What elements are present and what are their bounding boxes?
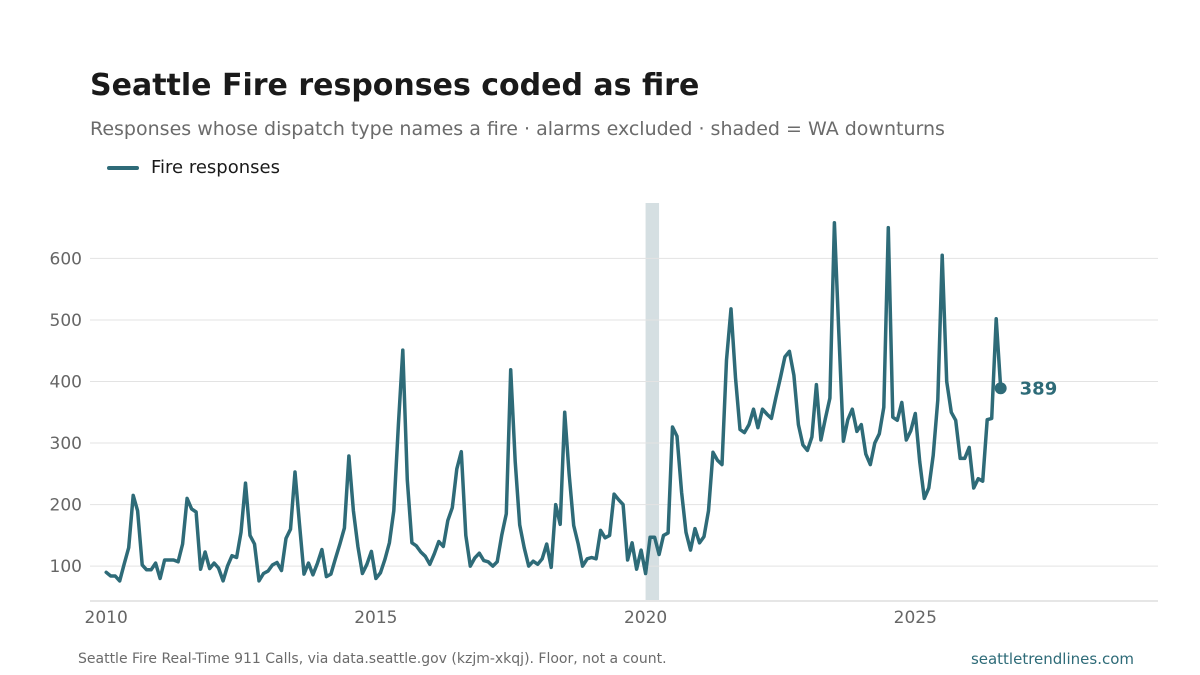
chart-title: Seattle Fire responses coded as fire: [90, 68, 700, 103]
axes: 100 200 300 400 500 600 2010 2015 2020 2025: [50, 249, 1158, 628]
downturn-shade-0: [645, 203, 660, 600]
x-tick-label: 2010: [85, 608, 128, 628]
x-tick-label: 2020: [624, 608, 667, 628]
shaded-regions: [645, 203, 660, 600]
y-tick-label: 200: [50, 496, 82, 516]
chart-subtitle: Responses whose dispatch type names a fi…: [90, 118, 945, 140]
series-layer: 389: [104, 220, 1058, 583]
brand-link[interactable]: seattletrendlines.com: [970, 650, 1134, 668]
y-tick-label: 600: [50, 249, 82, 269]
y-tick-label: 400: [50, 372, 82, 392]
y-tick-label: 500: [50, 311, 82, 331]
legend-swatch: [107, 165, 139, 170]
end-value-label: 389: [1020, 378, 1058, 399]
legend: Fire responses: [107, 157, 280, 178]
x-tick-label: 2025: [894, 608, 937, 628]
end-point-marker: [994, 382, 1007, 395]
y-tick-label: 300: [50, 434, 82, 454]
series-line-fire-responses: [104, 220, 1003, 583]
legend-label: Fire responses: [151, 157, 280, 178]
y-tick-label: 100: [50, 557, 82, 577]
x-tick-label: 2015: [354, 608, 397, 628]
source-note: Seattle Fire Real-Time 911 Calls, via da…: [78, 651, 667, 667]
